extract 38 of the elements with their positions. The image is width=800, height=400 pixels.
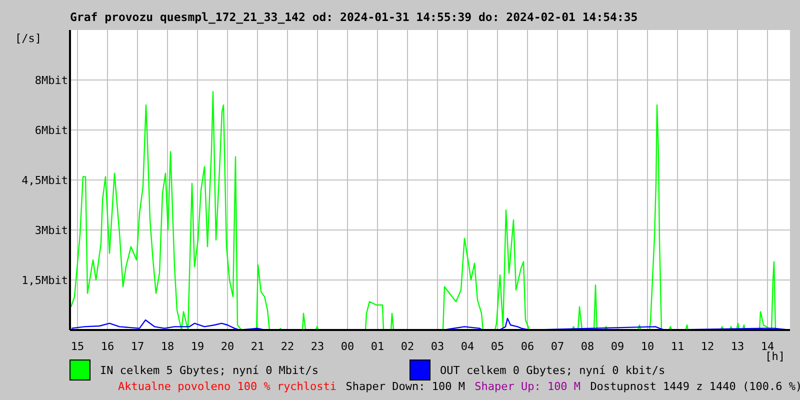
x-tick-label: 04 [460,340,474,353]
text: Shaper Up: 100 M [474,380,581,393]
y-tick-label: 3Mbit [34,224,68,237]
x-tick-label: 19 [190,340,204,353]
x-tick-label: 09 [610,340,624,353]
x-tick-label: 03 [430,340,444,353]
text: Shaper Down: 100 M [346,380,466,393]
x-tick-label: 08 [580,340,594,353]
x-tick-label: 13 [730,340,744,353]
y-tick-label: 1,5Mbit [22,274,68,287]
x-tick-label: 11 [670,340,684,353]
x-tick-label: 12 [700,340,714,353]
x-tick-label: 05 [490,340,504,353]
x-tick-label: 02 [400,340,414,353]
x-tick-label: 15 [70,340,84,353]
x-tick-label: 10 [640,340,654,353]
x-tick-label: 22 [280,340,294,353]
x-tick-label: 21 [250,340,264,353]
legend-label: IN celkem 5 Gbytes; nyní 0 Mbit/s [100,364,319,377]
x-tick-label: 07 [550,340,564,353]
text: Aktualne povoleno 100 % rychlosti [118,380,337,393]
x-tick-label: 18 [160,340,174,353]
y-tick-label: 6Mbit [34,124,68,137]
y-tick-label: 4,5Mbit [22,174,68,187]
x-tick-label: 00 [340,340,354,353]
y-tick-label: 8Mbit [34,74,68,87]
x-tick-label: 06 [520,340,534,353]
y-axis-title: [/s] [15,32,42,45]
x-tick-label: 16 [100,340,114,353]
x-axis-title: [h] [765,350,785,363]
chart-title: Graf provozu quesmpl_172_21_33_142 od: 2024-01-31 14:55:39 do: 2024-02-01 14:54:35 [70,10,638,24]
legend-label: OUT celkem 0 Gbytes; nyní 0 kbit/s [440,364,666,377]
x-tick-label: 20 [220,340,234,353]
x-tick-label: 17 [130,340,144,353]
x-tick-label: 14 [760,340,774,353]
x-tick-label: 01 [370,340,384,353]
x-tick-label: 23 [310,340,324,353]
text: Dostupnost 1449 z 1440 (100.6 %) [590,380,800,393]
